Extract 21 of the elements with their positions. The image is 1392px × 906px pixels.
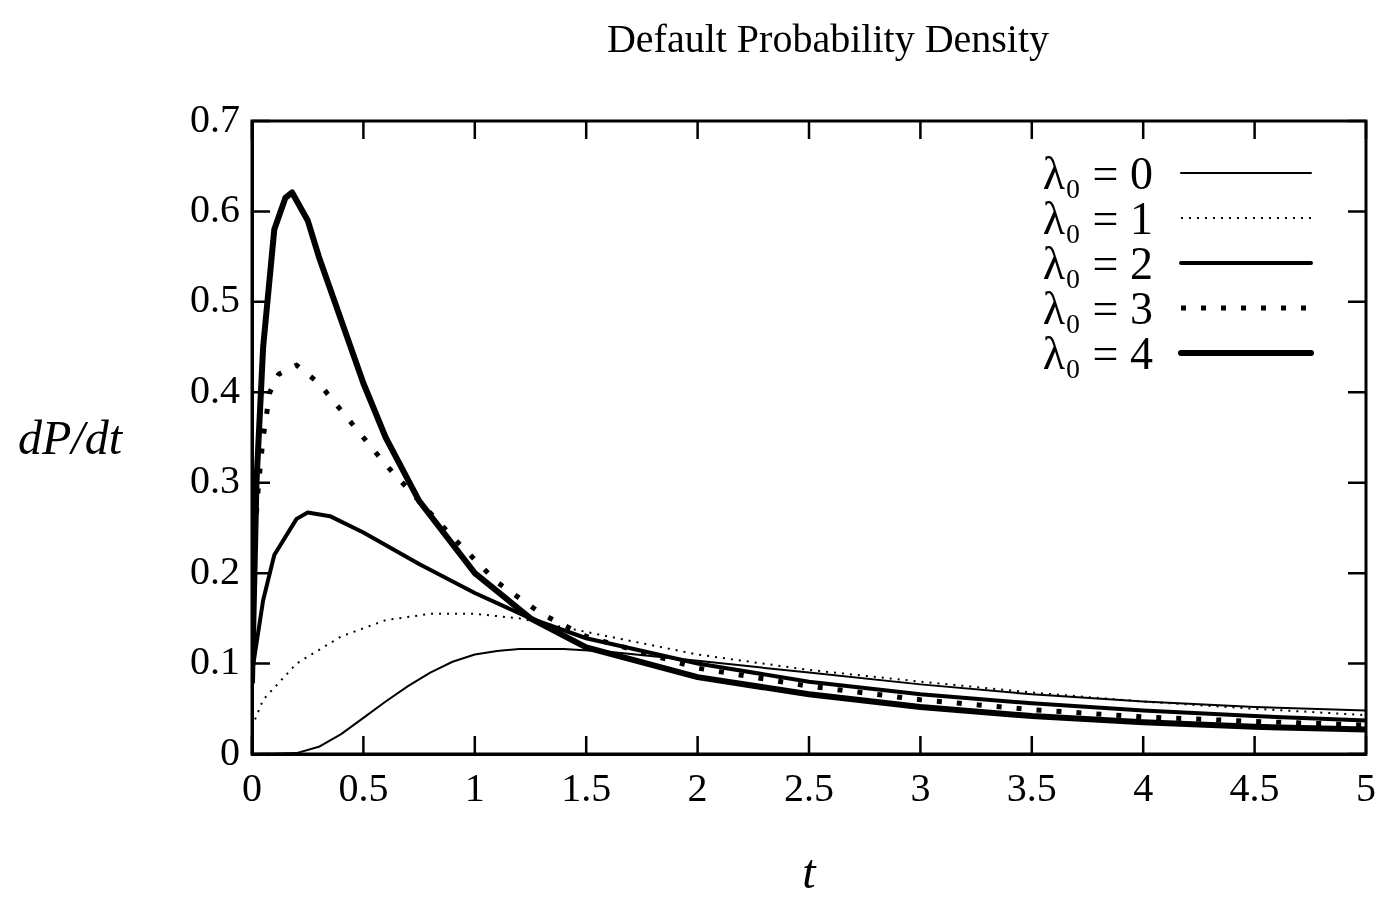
x-tick-label: 0.5 [338,764,389,810]
x-tick-label: 5 [1356,764,1376,810]
y-tick-label: 0.7 [190,95,240,141]
y-axis-title: dP/dt [18,411,124,464]
x-tick-label: 2.5 [784,764,834,810]
y-tick-label: 0 [220,728,240,774]
x-tick-label: 3 [910,764,931,810]
x-tick-label: 1.5 [561,764,612,810]
x-tick-label: 4 [1133,764,1154,810]
x-tick-label: 1 [464,764,485,810]
y-tick-label: 0.2 [190,547,240,593]
x-tick-label: 3.5 [1006,764,1057,810]
y-tick-label: 0.1 [190,638,240,684]
x-axis-title: t [802,845,818,898]
y-tick-label: 0.6 [190,185,240,231]
y-tick-label: 0.3 [190,457,240,503]
x-tick-label: 2 [687,764,708,810]
y-tick-label: 0.4 [190,366,240,412]
x-tick-label: 4.5 [1229,764,1280,810]
chart-title: Default Probability Density [606,16,1050,61]
y-tick-label: 0.5 [190,276,240,322]
